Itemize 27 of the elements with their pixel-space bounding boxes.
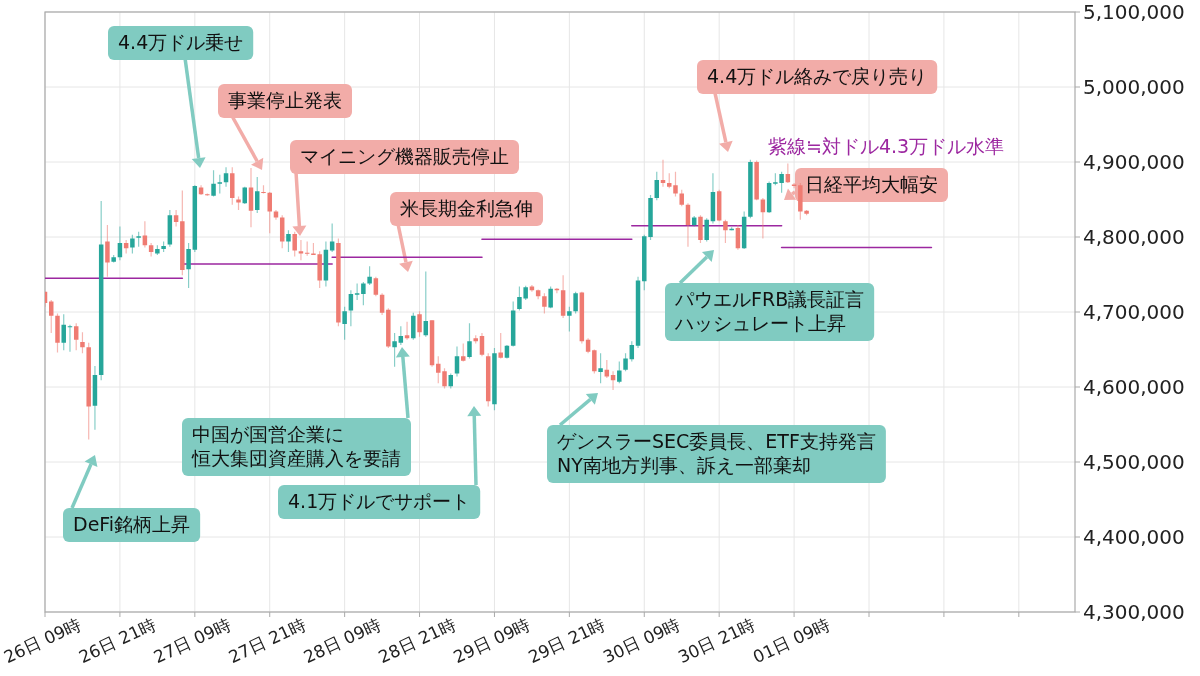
annotation: NY南地方判事、訴え一部棄却: [557, 454, 811, 476]
annotation: 米長期金利急伸: [390, 192, 543, 272]
y-tick-label: 4,500,000: [1083, 450, 1185, 474]
annotation: 4.4万ドル乗せ: [118, 31, 244, 53]
annotation: ゲンスラーSEC委員長、ETF支持発言 NY南地方判事、訴え一部棄却: [547, 393, 886, 483]
y-tick-label: 5,000,000: [1083, 75, 1185, 99]
annotation: パウエルFRB議長証言: [674, 288, 865, 310]
annotation: マイニング機器販売停止: [300, 145, 509, 167]
annotation: 中国が国営企業に: [192, 423, 344, 445]
annotation: ゲンスラーSEC委員長、ETF支持発言: [557, 430, 876, 452]
annotation: パウエルFRB議長証言 ハッシュレート上昇: [665, 250, 875, 341]
y-tick-label: 4,700,000: [1083, 300, 1185, 324]
annotation: 4.1万ドルでサポート: [288, 490, 471, 512]
y-tick-label: 4,300,000: [1083, 600, 1185, 624]
y-tick-label: 5,100,000: [1083, 0, 1185, 24]
y-tick-label: 4,800,000: [1083, 225, 1185, 249]
annotation: 4.4万ドル絡みで戻り売り: [707, 65, 928, 87]
annotation: 米長期金利急伸: [400, 197, 533, 219]
annotation: 事業停止発表: [228, 89, 342, 111]
y-tick-label: 4,600,000: [1083, 375, 1185, 399]
y-tick-label: 4,900,000: [1083, 150, 1185, 174]
annotation: 日経平均大幅安: [805, 173, 938, 195]
annotation: 紫線≒対ドル4.3万ドル水準: [768, 135, 1005, 157]
annotation: 日経平均大幅安: [784, 168, 948, 202]
annotation: DeFi銘柄上昇: [73, 513, 191, 535]
y-tick-label: 4,400,000: [1083, 525, 1185, 549]
annotation: ハッシュレート上昇: [674, 312, 846, 334]
